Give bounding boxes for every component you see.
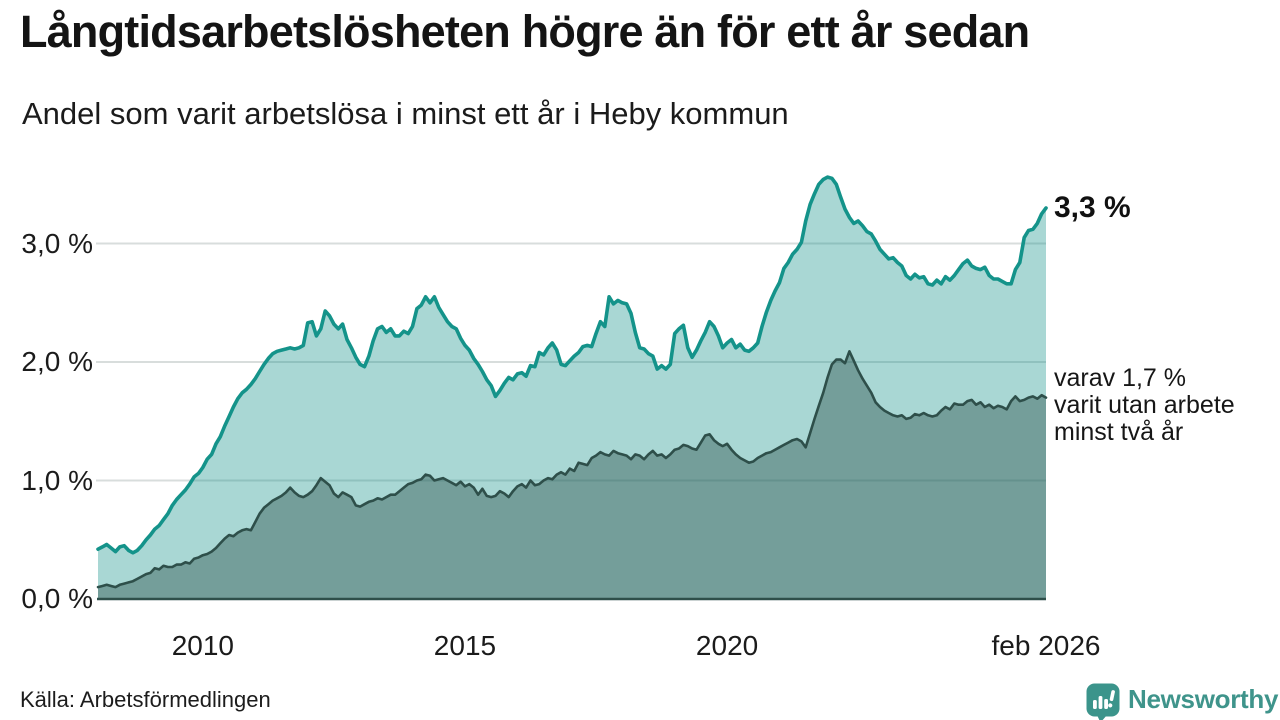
y-tick-label: 0,0 %: [21, 583, 93, 614]
chart-subtitle: Andel som varit arbetslösa i minst ett å…: [22, 96, 789, 131]
area-fills: [98, 177, 1046, 599]
y-tick-label: 2,0 %: [21, 346, 93, 377]
latest-value-annotation: 3,3 %: [1054, 191, 1131, 224]
series-line-2plus: [96, 350, 1048, 589]
secondary-series-annotation: varav 1,7 % varit utan arbete minst två …: [1054, 365, 1235, 446]
y-tick-label: 1,0 %: [21, 464, 93, 496]
x-tick-label: 2010: [171, 630, 234, 661]
newsworthy-wordmark: Newsworthy: [1128, 684, 1279, 714]
annotation-line-2: varit utan arbete: [1054, 391, 1235, 419]
newsworthy-logo: Newsworthy: [1086, 683, 1278, 720]
annotation-line-1: varav 1,7 %: [1054, 364, 1187, 392]
series-lines: [96, 175, 1048, 589]
page-title: Långtidsarbetslösheten högre än för ett …: [20, 6, 1030, 57]
x-tick-label: feb 2026: [991, 630, 1101, 661]
x-tick-label: 2015: [433, 630, 497, 661]
annotation-line-3: minst två år: [1054, 418, 1184, 446]
source-attribution: Källa: Arbetsförmedlingen: [20, 687, 271, 712]
y-tick-label: 3,0 %: [21, 227, 93, 259]
newsworthy-logo-icon: [1086, 683, 1120, 720]
x-tick-label: 2020: [695, 630, 759, 661]
series-line-1plus: [96, 175, 1048, 555]
area-fill-2plus: [98, 351, 1046, 599]
